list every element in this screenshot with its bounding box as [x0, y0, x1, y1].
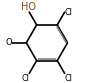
- Text: HO: HO: [21, 2, 36, 12]
- Text: Cl: Cl: [21, 74, 29, 83]
- Text: Cl: Cl: [65, 74, 73, 83]
- Text: O: O: [6, 38, 12, 47]
- Text: Cl: Cl: [65, 8, 73, 17]
